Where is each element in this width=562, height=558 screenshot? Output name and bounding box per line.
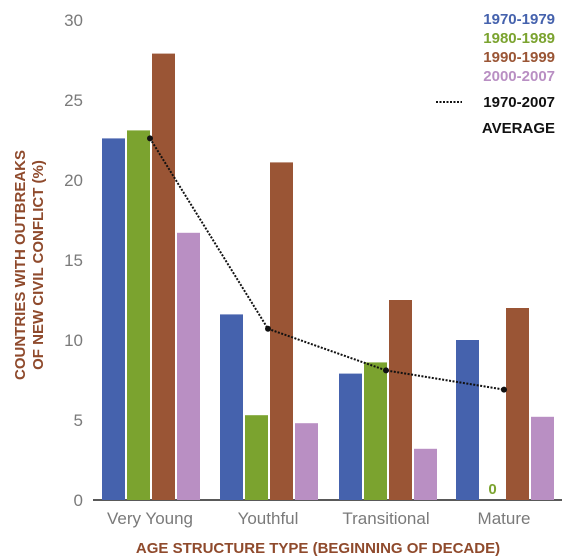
y-tick-label: 30: [64, 11, 83, 30]
bar: [177, 232, 200, 501]
legend-average-label-line2: AVERAGE: [482, 120, 555, 137]
x-axis-title: AGE STRUCTURE TYPE (BEGINNING OF DECADE): [136, 540, 500, 557]
y-tick-label: 15: [64, 251, 83, 270]
legend-entry: 1980-1989: [483, 30, 555, 47]
category-labels: Very Young Youthful Transitional Mature: [107, 509, 530, 528]
category-label: Youthful: [238, 509, 299, 528]
category-label: Very Young: [107, 509, 193, 528]
category-label: Mature: [478, 509, 531, 528]
y-axis-title-line2: OF NEW CIVIL CONFLICT (%): [30, 160, 47, 370]
y-tick-label: 25: [64, 91, 83, 110]
average-point: [383, 367, 389, 374]
average-polyline: [149, 137, 505, 391]
y-tick-label: 0: [74, 491, 83, 510]
legend-entry: 1970-1979: [483, 11, 555, 28]
bar: [152, 53, 175, 500]
y-tick-label: 10: [64, 331, 83, 350]
bar: [220, 314, 243, 500]
bar: [270, 162, 293, 500]
bar: [127, 130, 150, 500]
category-label: Transitional: [342, 509, 429, 528]
bar: [414, 448, 437, 500]
bar: [389, 300, 412, 500]
bar: [245, 415, 268, 500]
bar: [339, 373, 362, 500]
bar: [531, 416, 554, 500]
legend-entry: 1990-1999: [483, 49, 555, 66]
zero-data-label: 0: [488, 481, 496, 498]
average-point: [147, 135, 153, 142]
bar: [102, 138, 125, 500]
bars: 0: [102, 53, 554, 501]
y-axis-title-line1: COUNTRIES WITH OUTBREAKS: [12, 150, 29, 380]
bar: [456, 340, 479, 500]
average-line: [147, 135, 507, 393]
bar: [295, 423, 318, 500]
y-axis-ticks: 0 5 10 15 20 25 30: [64, 11, 83, 510]
legend-entry: 2000-2007: [483, 68, 555, 85]
y-tick-label: 20: [64, 171, 83, 190]
average-point: [265, 325, 271, 332]
y-tick-label: 5: [74, 411, 83, 430]
legend: 1970-1979 1980-1989 1990-1999 2000-2007 1970…: [436, 11, 555, 137]
legend-average-label-line1: 1970-2007: [483, 94, 555, 111]
bar: [364, 362, 387, 500]
bar: [506, 308, 529, 500]
average-point: [501, 386, 507, 393]
